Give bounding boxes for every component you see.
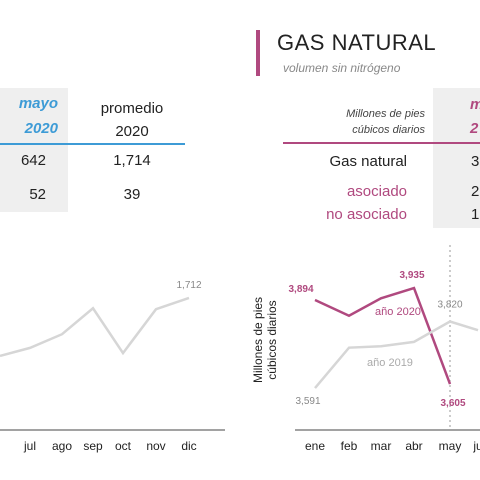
- left-x-tick-sep: sep: [83, 439, 103, 453]
- gas-series-line-2020: [314, 286, 452, 385]
- left-row2-col2: 39: [123, 186, 141, 203]
- left-row1-col1: 642: [20, 152, 46, 169]
- gas-value-label: 3,820: [437, 300, 462, 311]
- gas-title: GAS NATURAL: [277, 30, 437, 55]
- left-x-tick-oct: oct: [115, 439, 132, 453]
- gas-highlight-band: [433, 88, 480, 228]
- left-header-rule: [0, 143, 185, 145]
- left-col2-header-year: 2020: [115, 123, 149, 140]
- left-x-tick-ago: ago: [52, 439, 72, 453]
- gas-value-label: 3,605: [440, 398, 465, 409]
- gas-value-label: 3,894: [288, 284, 313, 295]
- gas-col1-header-year: 2: [470, 120, 479, 137]
- gas-value-label: 3,591: [295, 396, 320, 407]
- left-x-tick-dic: dic: [181, 439, 196, 453]
- gas-value-label: 3,935: [399, 270, 424, 281]
- gas-row1-label: Gas natural: [329, 153, 407, 170]
- left-col1-header-month: mayo: [18, 95, 58, 112]
- gas-x-tick-ene: ene: [305, 439, 325, 453]
- gas-series-label-2020: año 2020: [375, 306, 421, 318]
- left-col1-header-year: 2020: [24, 120, 58, 137]
- left-line-chart: jul ago sep oct nov dic 1,712: [0, 280, 225, 453]
- gas-x-tick-abr: abr: [405, 439, 422, 453]
- gas-x-tick-feb: feb: [341, 439, 358, 453]
- gas-series-line-2019: [314, 320, 479, 389]
- gas-row3-value: 1,: [471, 206, 480, 223]
- left-end-value-label: 1,712: [176, 280, 201, 291]
- gas-row2-value: 2: [471, 183, 480, 200]
- gas-line-chart: Millones de piescúbicos diarios año 2020 a…: [251, 245, 480, 453]
- gas-header-rule: [283, 142, 480, 144]
- gas-units-line1: Millones de pies: [346, 108, 425, 120]
- gas-x-tick-ju: ju: [472, 439, 480, 453]
- gas-title-accent: [256, 30, 260, 76]
- gas-y-axis-label: Millones de piescúbicos diarios: [251, 297, 279, 383]
- gas-row3-label: no asociado: [326, 206, 407, 223]
- gas-series-label-2019: año 2019: [367, 357, 413, 369]
- gas-row1-value: 3: [471, 153, 480, 170]
- left-col2-header-label: promedio: [100, 100, 164, 117]
- gas-row2-label: asociado: [346, 183, 407, 200]
- left-row2-col1: 52: [29, 186, 46, 203]
- left-x-tick-nov: nov: [146, 439, 165, 453]
- gas-col1-header-month: m: [470, 96, 480, 113]
- gas-x-tick-may: may: [439, 439, 462, 453]
- gas-x-tick-mar: mar: [371, 439, 392, 453]
- left-highlight-band: [0, 88, 68, 212]
- left-row1-col2: 1,714: [113, 152, 151, 169]
- left-series-line: [0, 296, 190, 358]
- gas-units-line2: cúbicos diarios: [352, 124, 425, 136]
- left-x-tick-jul: jul: [23, 439, 36, 453]
- gas-subtitle: volumen sin nitrógeno: [283, 61, 401, 75]
